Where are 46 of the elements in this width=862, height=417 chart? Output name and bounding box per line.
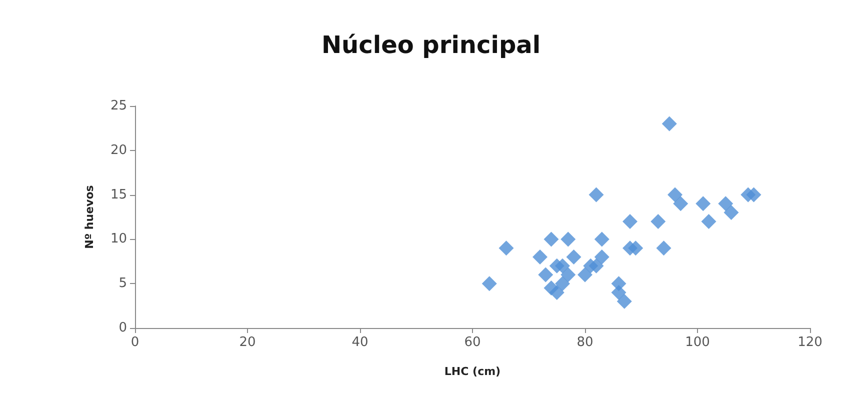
point [628,240,644,256]
point [594,232,610,247]
point [555,276,570,292]
point [498,240,514,256]
point [560,232,576,247]
point [662,116,677,132]
point [673,196,688,212]
point [622,214,638,229]
point [566,249,582,264]
point [656,240,672,256]
chart-title: Núcleo principal [321,31,541,59]
point [746,187,762,202]
x-tick-label: 0 [130,335,140,350]
point [588,187,604,202]
x-tick-label: 120 [798,335,822,350]
x-tick-label: 40 [352,335,368,350]
y-tick-label: 10 [110,232,127,247]
y-tick-label: 15 [110,187,127,202]
point [718,196,734,212]
x-tick-label: 60 [464,335,481,350]
point [532,249,548,264]
point [724,205,739,220]
point [583,258,598,274]
point [668,187,682,202]
x-tick-label: 20 [239,335,256,350]
point [650,214,666,229]
point [544,280,559,296]
point [482,276,497,292]
x-axis-title: LHC (cm) [444,365,501,378]
point [594,249,610,264]
point [578,267,592,282]
x-tick-label: 100 [685,335,710,350]
x-tick-label: 80 [576,335,594,350]
point [560,267,576,282]
point [616,294,632,309]
y-axis-title: Nº huevos [83,184,96,249]
point [611,284,626,300]
point [701,214,716,229]
point [544,232,559,247]
y-tick-label: 25 [110,98,127,114]
point [555,258,570,274]
y-tick-label: 20 [110,142,127,158]
y-tick-label: 0 [118,320,127,336]
point [538,267,554,282]
y-tick-label: 5 [118,276,127,292]
point [696,196,711,212]
